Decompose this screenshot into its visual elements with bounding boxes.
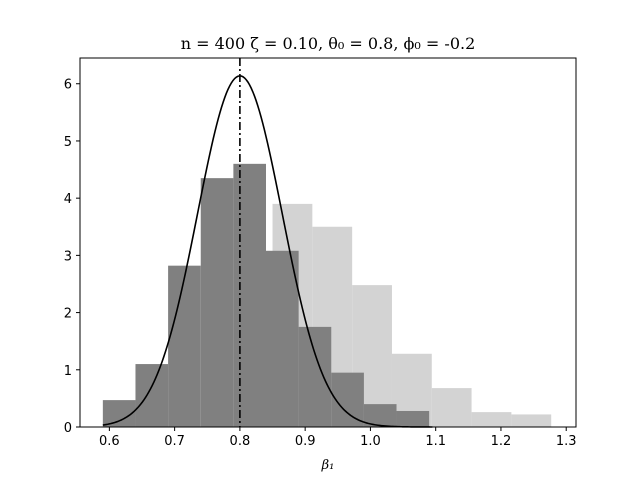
chart-title: n = 400 ζ = 0.10, θ₀ = 0.8, ϕ₀ = -0.2 xyxy=(181,34,476,53)
x-tick-label: 0.9 xyxy=(295,434,316,449)
x-tick-label: 0.6 xyxy=(99,434,120,449)
dark-bar-7 xyxy=(298,326,332,427)
plot-frame xyxy=(79,57,577,428)
dark-bar-4 xyxy=(200,178,234,427)
dark-bar-3 xyxy=(168,265,201,427)
x-tick-label: 1.2 xyxy=(491,434,512,449)
dark-histogram xyxy=(102,163,430,427)
light-bar-6 xyxy=(471,412,512,427)
x-axis-label: β₁ xyxy=(321,458,335,473)
curve-layer xyxy=(102,58,433,428)
dark-bar-5 xyxy=(233,163,266,427)
dark-bar-6 xyxy=(266,250,299,427)
light-bar-7 xyxy=(511,414,552,427)
y-tick-label: 3 xyxy=(64,249,72,264)
light-bar-5 xyxy=(431,388,472,427)
dark-bar-2 xyxy=(135,364,169,427)
x-tick-label: 1.1 xyxy=(425,434,446,449)
y-tick-label: 5 xyxy=(64,135,72,150)
dark-bar-1 xyxy=(102,400,136,427)
x-tick-label: 0.7 xyxy=(164,434,185,449)
x-tick-label: 0.8 xyxy=(230,434,251,449)
x-axis-ticks: 0.6 0.7 0.8 0.9 1.0 1.1 1.2 1.3 xyxy=(99,427,577,449)
x-tick-label: 1.0 xyxy=(360,434,381,449)
y-tick-label: 4 xyxy=(64,192,72,207)
normal-density-curve xyxy=(102,75,433,428)
y-tick-label: 0 xyxy=(64,421,72,436)
y-tick-label: 6 xyxy=(64,78,72,93)
x-tick-label: 1.3 xyxy=(556,434,577,449)
y-tick-label: 1 xyxy=(64,364,72,379)
y-tick-label: 2 xyxy=(64,307,72,322)
dark-bar-9 xyxy=(363,404,397,427)
dark-bar-10 xyxy=(396,410,430,427)
y-axis-ticks: 0 1 2 3 4 5 6 xyxy=(64,78,80,436)
